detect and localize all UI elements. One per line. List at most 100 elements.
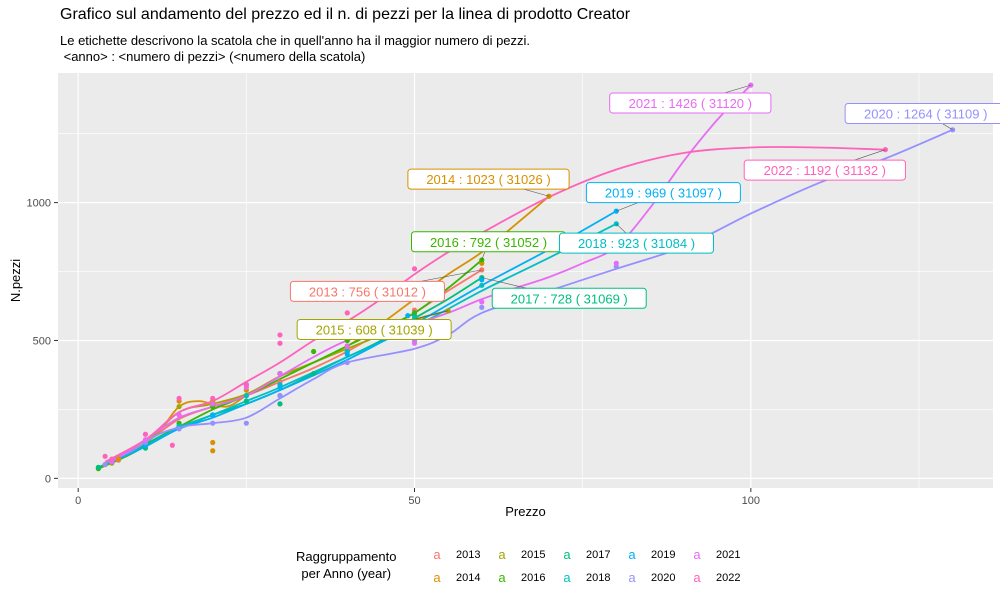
data-point-2021 bbox=[613, 260, 619, 266]
x-tick-label: 50 bbox=[408, 495, 420, 507]
legend-item-2016: a 2016 bbox=[495, 566, 560, 589]
data-point-2022 bbox=[277, 332, 283, 338]
legend-label: 2013 bbox=[456, 548, 481, 561]
legend-label: 2022 bbox=[716, 571, 741, 584]
series-line-2020 bbox=[104, 128, 953, 465]
data-point-2022 bbox=[142, 431, 149, 437]
legend-key: a bbox=[563, 547, 571, 562]
legend-key: a bbox=[433, 570, 441, 585]
data-point-2021 bbox=[344, 343, 350, 349]
data-point-2021 bbox=[142, 437, 149, 443]
data-label-2019: 2019 : 969 ( 31097 ) bbox=[605, 186, 722, 201]
legend-key: a bbox=[563, 570, 571, 585]
legend-label: 2017 bbox=[586, 548, 611, 561]
legend-label: 2020 bbox=[651, 571, 676, 584]
legend-label: 2015 bbox=[521, 548, 546, 561]
data-point-2019 bbox=[405, 313, 411, 319]
label-box-2022 bbox=[743, 159, 906, 181]
data-label-2017: 2017 : 728 ( 31069 ) bbox=[511, 291, 628, 306]
label-box-2017 bbox=[491, 287, 647, 309]
data-point-2022 bbox=[109, 456, 115, 462]
legend-key: a bbox=[628, 547, 636, 562]
legend-item-2013: a 2013 bbox=[430, 543, 495, 566]
data-point-2020 bbox=[277, 393, 283, 399]
data-point-2022 bbox=[243, 381, 249, 388]
data-point-2022 bbox=[344, 310, 350, 316]
legend-key: a bbox=[433, 547, 441, 562]
x-axis-title: Prezzo bbox=[505, 504, 545, 519]
data-point-2021 bbox=[210, 401, 216, 407]
label-box-2021 bbox=[609, 92, 772, 114]
data-point-2021 bbox=[176, 412, 182, 418]
data-point-2022 bbox=[102, 453, 108, 459]
data-point-2020 bbox=[479, 304, 485, 310]
data-point-2021 bbox=[748, 82, 754, 88]
data-point-2019 bbox=[344, 351, 350, 357]
legend-key: a bbox=[693, 547, 701, 562]
legend-label: 2018 bbox=[586, 571, 611, 584]
label-box-2015 bbox=[296, 318, 452, 340]
data-point-2020 bbox=[210, 420, 216, 426]
legend-item-2017: a 2017 bbox=[560, 543, 625, 566]
data-point-2014 bbox=[210, 448, 216, 454]
data-label-2021: 2021 : 1426 ( 31120 ) bbox=[629, 96, 752, 111]
legend-item-2022: a 2022 bbox=[690, 566, 755, 589]
x-tick-label: 100 bbox=[742, 495, 760, 507]
legend-label: 2019 bbox=[651, 548, 676, 561]
legend-label: 2014 bbox=[456, 571, 481, 584]
data-point-2022 bbox=[169, 442, 175, 448]
data-point-2019 bbox=[210, 412, 216, 418]
legend-item-2018: a 2018 bbox=[560, 566, 625, 589]
y-tick-label: 1000 bbox=[27, 198, 51, 210]
data-point-2018 bbox=[479, 282, 485, 288]
label-box-2020 bbox=[844, 103, 1000, 125]
data-point-2015 bbox=[176, 404, 182, 410]
data-label-2018: 2018 : 923 ( 31084 ) bbox=[578, 236, 695, 251]
legend-item-2015: a 2015 bbox=[495, 543, 560, 566]
legend-item-2020: a 2020 bbox=[625, 566, 690, 589]
data-point-2017 bbox=[311, 370, 317, 377]
y-tick-label: 500 bbox=[33, 335, 51, 347]
legend: a 2013 a 2014 a 2015 a 2016 a 2017 a 2018 a 2019 a 2020… bbox=[430, 543, 755, 589]
legend-key: a bbox=[498, 547, 506, 562]
data-point-2022 bbox=[882, 147, 888, 153]
data-point-2017 bbox=[277, 401, 283, 407]
data-label-2015: 2015 : 608 ( 31039 ) bbox=[316, 322, 433, 337]
data-label-2022: 2022 : 1192 ( 31132 ) bbox=[764, 163, 886, 178]
label-box-2014 bbox=[407, 168, 570, 190]
data-point-2019 bbox=[277, 384, 283, 390]
series-line-2018 bbox=[111, 222, 617, 463]
legend-label: 2016 bbox=[521, 571, 546, 584]
legend-item-2021: a 2021 bbox=[690, 543, 755, 566]
series-line-2021 bbox=[111, 84, 752, 463]
legend-label: 2021 bbox=[716, 548, 741, 561]
data-point-2021 bbox=[479, 299, 485, 305]
data-point-2019 bbox=[479, 277, 485, 283]
data-label-2013: 2013 : 756 ( 31012 ) bbox=[309, 284, 426, 299]
data-point-2014 bbox=[115, 456, 122, 462]
data-label-2020: 2020 : 1264 ( 31109 ) bbox=[864, 107, 987, 122]
data-point-2014 bbox=[546, 193, 552, 199]
data-label-2016: 2016 : 792 ( 31052 ) bbox=[430, 235, 547, 250]
chart-title: Grafico sul andamento del prezzo ed il n… bbox=[60, 6, 631, 23]
series-line-2019 bbox=[111, 210, 617, 463]
legend-item-2019: a 2019 bbox=[625, 543, 690, 566]
legend-title: Raggruppamento per Anno (year) bbox=[296, 549, 397, 581]
legend-key: a bbox=[628, 570, 636, 585]
data-point-2022 bbox=[176, 395, 182, 401]
data-point-2022 bbox=[411, 266, 418, 272]
data-point-2017 bbox=[95, 464, 101, 470]
legend-key: a bbox=[693, 570, 701, 585]
legend-item-2014: a 2014 bbox=[430, 566, 495, 589]
legend-key: a bbox=[498, 570, 506, 585]
data-point-2020 bbox=[102, 461, 108, 468]
data-point-2014 bbox=[210, 439, 216, 446]
data-point-2021 bbox=[411, 340, 418, 346]
data-point-2017 bbox=[243, 398, 249, 404]
y-axis-title: N.pezzi bbox=[8, 259, 23, 302]
data-point-2020 bbox=[176, 426, 182, 432]
data-label-2014: 2014 : 1023 ( 31026 ) bbox=[426, 172, 550, 187]
data-point-2022 bbox=[277, 340, 283, 346]
chart-subtitle: Le etichette descrivono la scatola che i… bbox=[60, 33, 531, 64]
